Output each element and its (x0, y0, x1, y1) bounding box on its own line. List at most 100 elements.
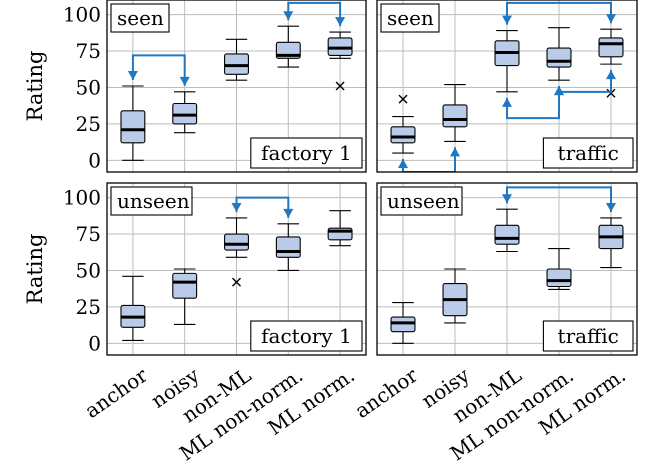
box-4 (275, 223, 301, 272)
link-path (506, 1, 612, 25)
significance-link (502, 1, 616, 25)
dataset-label: factory 1 (261, 324, 352, 348)
box-2 (442, 268, 468, 324)
y-tick-label: 0 (88, 331, 101, 355)
panel-frame (106, 0, 367, 173)
outlier-stroke (398, 94, 408, 104)
panel-frame (106, 182, 367, 356)
box-iqr (546, 47, 572, 68)
link-arrowhead (127, 71, 138, 80)
dataset-label-box (542, 320, 634, 352)
y-axis-label: Rating (23, 234, 47, 305)
box-iqr (598, 37, 624, 58)
y-tick-label: 75 (76, 222, 101, 246)
box-4 (275, 25, 301, 68)
y-tick-label: 100 (63, 186, 101, 210)
panel-frame (376, 182, 638, 356)
box-5 (327, 31, 353, 91)
panel-frame (376, 0, 638, 173)
outlier-marker (606, 88, 616, 98)
link-arrowhead (606, 14, 616, 24)
y-axis-label: Rating (23, 51, 47, 122)
box-2 (172, 268, 198, 325)
significance-link (127, 54, 190, 86)
significance-link (554, 70, 616, 96)
link-arrowhead (398, 159, 408, 169)
box-2 (442, 83, 468, 142)
link-path (402, 147, 456, 172)
y-tick-label: 75 (76, 39, 101, 63)
link-arrowhead (606, 202, 616, 212)
link-arrowhead (231, 202, 242, 212)
box-3 (224, 217, 249, 287)
link-arrowhead (283, 208, 294, 218)
box-iqr (172, 272, 198, 299)
link-path (558, 70, 612, 93)
panel-label-box (380, 3, 440, 33)
box-iqr (546, 268, 572, 288)
box-3 (494, 30, 520, 93)
link-arrowhead (179, 76, 190, 86)
outlier-stroke (232, 277, 241, 287)
outlier-marker (398, 94, 408, 104)
outlier-stroke (335, 81, 345, 91)
y-tick-label: 100 (63, 3, 101, 27)
box-3 (494, 208, 520, 253)
panel-1: 0 25 50 75 100 seen factory 1 Rating (23, 0, 367, 173)
link-path (131, 54, 186, 86)
dataset-label-box (542, 137, 634, 169)
link-arrowhead (606, 70, 616, 80)
box-1 (390, 301, 416, 344)
outlier-marker (232, 277, 241, 287)
link-arrowhead (554, 86, 564, 96)
panel-label-box (110, 3, 170, 33)
significance-links (398, 1, 616, 172)
box-5 (327, 210, 353, 247)
box-iqr (224, 233, 249, 251)
box-iqr (120, 110, 146, 144)
significance-link (502, 86, 564, 120)
y-tick-label: 50 (76, 258, 101, 282)
significance-link (231, 196, 294, 218)
link-arrowhead (502, 97, 512, 107)
link-arrowhead (502, 15, 512, 25)
box-iqr (275, 236, 301, 258)
panel-label: seen (117, 6, 164, 30)
dataset-label: factory 1 (261, 141, 352, 165)
panel-label: unseen (387, 189, 460, 213)
outlier-marker (335, 81, 345, 91)
significance-link (502, 186, 616, 212)
link-arrowhead (335, 17, 346, 27)
panel-label: unseen (117, 189, 190, 213)
box-2 (172, 91, 198, 134)
box-iqr (494, 224, 520, 245)
significance-links (127, 1, 346, 86)
dataset-label: traffic (558, 141, 619, 165)
dataset-label-box (250, 320, 363, 352)
significance-link (283, 1, 346, 27)
link-path (506, 86, 560, 120)
link-path (235, 196, 290, 218)
y-tick-label: 25 (76, 295, 101, 319)
panel-label-box (380, 186, 463, 216)
outlier-stroke (606, 88, 616, 98)
y-tick-label: 0 (88, 148, 101, 172)
dataset-label: traffic (558, 324, 619, 348)
y-tick-label: 25 (76, 112, 101, 136)
box-iqr (390, 126, 416, 144)
box-5 (598, 28, 624, 98)
y-tick-label: 50 (76, 75, 101, 99)
box-5 (598, 217, 624, 269)
box-4 (546, 27, 572, 81)
link-arrowhead (283, 11, 294, 21)
significance-links (502, 186, 616, 212)
panel-2: seen traffic (376, 0, 638, 173)
link-arrowhead (450, 147, 460, 157)
panel-label-box (110, 186, 193, 216)
significance-link (398, 147, 460, 172)
box-1 (120, 275, 146, 341)
panel-label: seen (387, 6, 434, 30)
